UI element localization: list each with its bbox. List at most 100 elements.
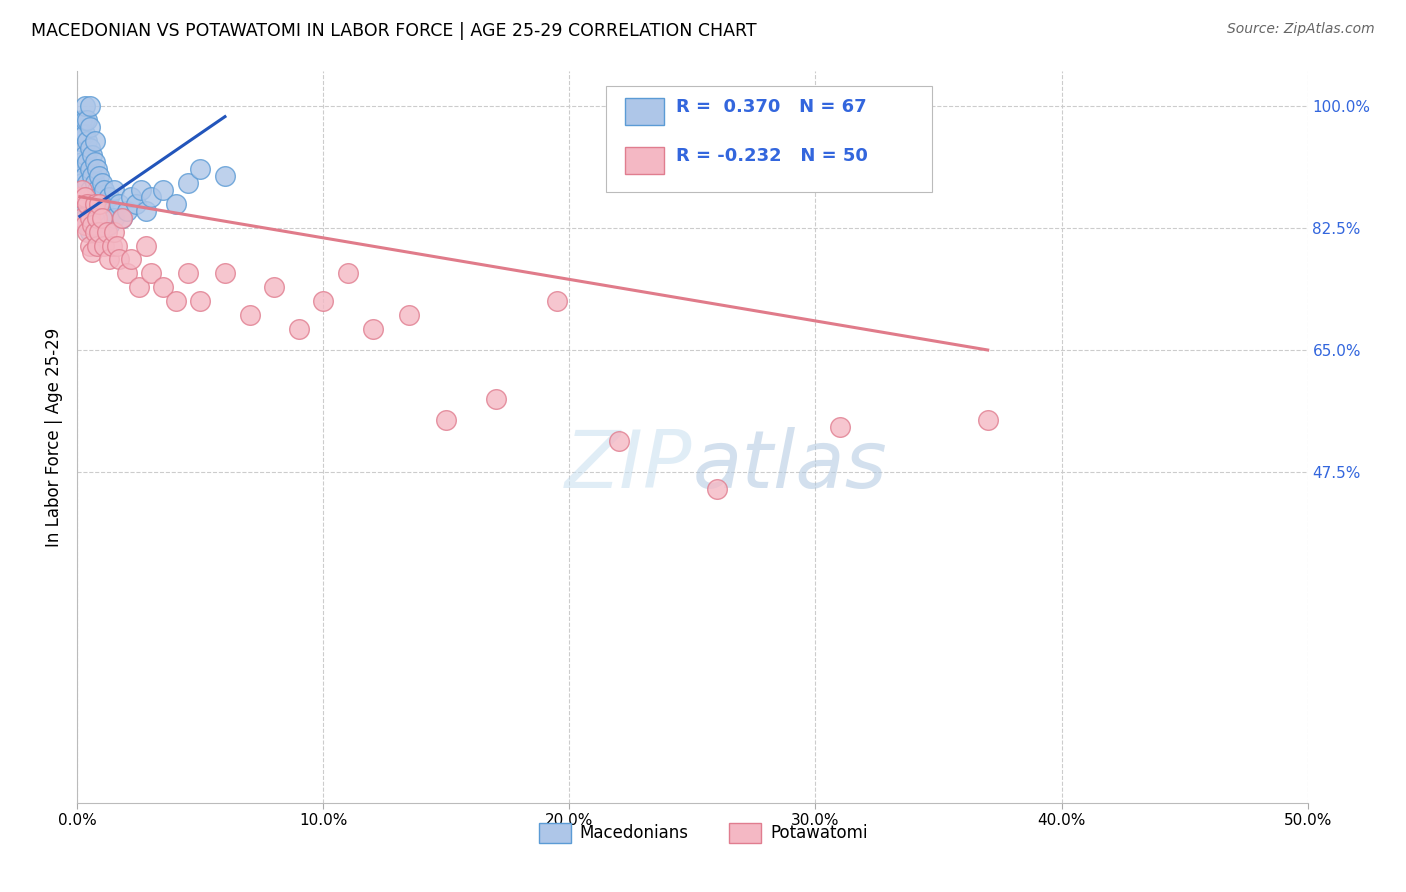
Y-axis label: In Labor Force | Age 25-29: In Labor Force | Age 25-29 xyxy=(45,327,63,547)
Point xyxy=(82,148,104,162)
Point xyxy=(101,203,124,218)
Point xyxy=(89,190,111,204)
Point xyxy=(79,225,101,239)
Point xyxy=(82,218,104,232)
Point xyxy=(361,322,384,336)
Point xyxy=(79,141,101,155)
Point xyxy=(93,238,115,252)
Point xyxy=(103,211,125,225)
Point xyxy=(76,176,98,190)
Point xyxy=(70,176,93,190)
Point xyxy=(83,176,105,190)
Point xyxy=(82,211,104,225)
Point xyxy=(546,294,568,309)
Point xyxy=(90,218,114,232)
Bar xyxy=(624,147,664,174)
Point xyxy=(83,218,105,232)
Point xyxy=(977,412,1000,426)
Point xyxy=(101,238,124,252)
Point xyxy=(76,225,98,239)
Point xyxy=(79,203,101,218)
Point xyxy=(70,211,93,225)
Point xyxy=(76,134,98,148)
Point xyxy=(165,294,187,309)
Point xyxy=(239,308,262,322)
Text: R =  0.370   N = 67: R = 0.370 N = 67 xyxy=(676,98,868,117)
Point xyxy=(70,113,93,128)
Point xyxy=(79,99,101,113)
Point xyxy=(96,225,118,239)
Point xyxy=(79,120,101,134)
Point xyxy=(165,196,187,211)
Point xyxy=(288,322,311,336)
Bar xyxy=(538,822,571,843)
Point xyxy=(89,225,111,239)
Point xyxy=(485,392,508,406)
Point xyxy=(830,419,852,434)
Point xyxy=(86,203,108,218)
FancyBboxPatch shape xyxy=(606,86,932,192)
Point xyxy=(105,238,128,252)
Point xyxy=(108,252,131,267)
Point xyxy=(86,161,108,176)
Point xyxy=(82,169,104,183)
Point xyxy=(121,190,143,204)
Point xyxy=(83,196,105,211)
Point xyxy=(76,196,98,211)
Point xyxy=(76,218,98,232)
Point xyxy=(214,266,236,280)
Point xyxy=(90,196,114,211)
Point xyxy=(89,196,111,211)
Point xyxy=(86,211,108,225)
Point xyxy=(188,294,212,309)
Point xyxy=(79,238,101,252)
Point xyxy=(115,266,138,280)
Point xyxy=(98,252,121,267)
Point xyxy=(73,190,96,204)
Point xyxy=(70,196,93,211)
Point xyxy=(79,183,101,197)
Point xyxy=(90,211,114,225)
Point xyxy=(98,218,121,232)
Point xyxy=(79,161,101,176)
Point xyxy=(108,196,131,211)
Point xyxy=(83,196,105,211)
Point xyxy=(73,169,96,183)
Point xyxy=(73,148,96,162)
Point xyxy=(70,155,93,169)
Text: R = -0.232   N = 50: R = -0.232 N = 50 xyxy=(676,146,869,165)
Point xyxy=(177,266,200,280)
Point xyxy=(214,169,236,183)
Point xyxy=(96,211,118,225)
Point xyxy=(69,169,91,183)
Point xyxy=(83,134,105,148)
Text: ZIP: ZIP xyxy=(565,427,693,506)
Point xyxy=(141,266,163,280)
Point xyxy=(83,225,105,239)
Point xyxy=(83,155,105,169)
Point xyxy=(706,483,728,497)
Point xyxy=(125,196,148,211)
Point xyxy=(82,245,104,260)
Point xyxy=(263,280,285,294)
Point xyxy=(115,203,138,218)
Point xyxy=(135,203,157,218)
Point xyxy=(73,190,96,204)
Text: Potawatomi: Potawatomi xyxy=(770,824,868,842)
Point xyxy=(69,190,91,204)
Text: atlas: atlas xyxy=(693,427,887,506)
Point xyxy=(128,280,150,294)
Point xyxy=(76,196,98,211)
Text: Source: ZipAtlas.com: Source: ZipAtlas.com xyxy=(1227,22,1375,37)
Point xyxy=(73,218,96,232)
Point xyxy=(312,294,335,309)
Point xyxy=(89,169,111,183)
Point xyxy=(79,211,101,225)
Point xyxy=(89,211,111,225)
Point xyxy=(93,183,115,197)
Point xyxy=(86,238,108,252)
Point xyxy=(111,211,132,225)
Point xyxy=(141,190,163,204)
Point xyxy=(70,127,93,141)
Point xyxy=(69,134,91,148)
